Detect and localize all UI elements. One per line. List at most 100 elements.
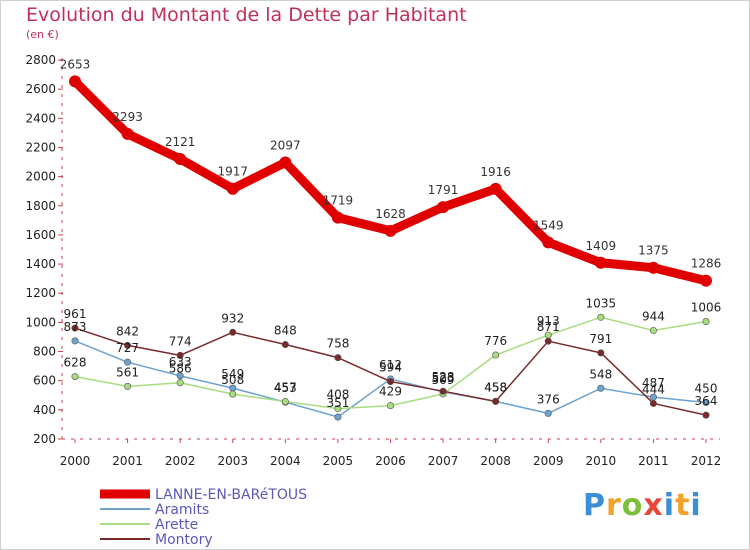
data-point: [69, 75, 81, 88]
data-point: [334, 354, 342, 362]
y-tick-label: 400: [33, 403, 56, 417]
data-point: [439, 387, 447, 395]
data-point: [542, 236, 555, 249]
data-label: 376: [537, 392, 560, 406]
data-label: 1791: [428, 183, 459, 197]
data-point: [71, 373, 79, 381]
chart-subtitle: (en €): [26, 28, 59, 41]
data-label: 351: [326, 396, 349, 410]
data-point: [649, 327, 657, 335]
data-label: 2097: [270, 138, 301, 152]
data-label: 561: [116, 365, 139, 379]
data-point: [544, 409, 552, 417]
data-point: [121, 127, 134, 140]
data-label: 1286: [691, 257, 722, 271]
data-label: 548: [589, 367, 612, 381]
data-labels: 873 727 633 549 453 351 612 523 458 376 548 487 450 6…: [60, 57, 722, 410]
y-tick-label: 200: [33, 432, 56, 446]
data-label: 487: [642, 376, 665, 390]
y-tick-label: 2800: [25, 53, 56, 67]
data-point: [544, 337, 552, 345]
y-tick-label: 1800: [25, 199, 56, 213]
data-point: [124, 358, 132, 366]
data-label: 791: [589, 332, 612, 346]
data-point: [702, 411, 710, 419]
chart-title: Evolution du Montant de la Dette par Hab…: [26, 4, 467, 26]
y-tick-label: 800: [33, 345, 56, 359]
y-tick-label: 1600: [25, 228, 56, 242]
data-label: 776: [484, 334, 507, 348]
x-tick-label: 2004: [270, 454, 301, 468]
logo-letter: t: [675, 488, 691, 523]
x-tick-label: 2010: [586, 454, 617, 468]
data-point: [597, 313, 605, 321]
proxiti-logo: Proxiti: [583, 488, 702, 523]
data-point: [176, 379, 184, 387]
x-tick-label: 2003: [217, 454, 248, 468]
data-label: 408: [326, 388, 349, 402]
data-point: [229, 328, 237, 336]
data-label: 444: [642, 382, 665, 396]
data-label: 586: [169, 362, 192, 376]
data-point: [702, 318, 710, 326]
data-point: [647, 261, 660, 274]
data-label: 961: [64, 307, 87, 321]
data-point: [71, 324, 79, 332]
data-label: 1409: [586, 239, 617, 253]
data-point: [386, 402, 394, 410]
data-point: [489, 182, 502, 195]
data-label: 458: [484, 380, 507, 394]
legend-label: Arette: [155, 517, 198, 533]
x-tick-label: 2002: [165, 454, 196, 468]
y-tick-label: 2600: [25, 82, 56, 96]
axes: 200 400 600 800 1000 1200 1400 1600 1800 2000 2200…: [25, 53, 721, 468]
data-point: [281, 398, 289, 406]
data-label: 944: [642, 310, 665, 324]
data-point: [226, 182, 239, 195]
data-point: [384, 224, 397, 237]
data-label: 457: [274, 381, 297, 395]
data-label: 528: [432, 370, 455, 384]
data-point: [124, 382, 132, 390]
data-label: 633: [169, 355, 192, 369]
data-point: [437, 201, 450, 214]
data-label: 1035: [586, 296, 617, 310]
data-label: 727: [116, 341, 139, 355]
data-label: 758: [326, 337, 349, 351]
y-tick-label: 600: [33, 374, 56, 388]
data-label: 1628: [375, 207, 406, 221]
x-tick-label: 2006: [375, 454, 406, 468]
data-point: [176, 372, 184, 380]
data-label: 2121: [165, 135, 196, 149]
data-point: [597, 384, 605, 392]
data-label: 450: [695, 382, 718, 396]
data-point: [71, 337, 79, 345]
x-tick-label: 2008: [480, 454, 511, 468]
data-point: [124, 341, 132, 349]
y-tick-label: 2200: [25, 140, 56, 154]
data-point: [281, 341, 289, 349]
data-label: 628: [64, 356, 87, 370]
data-label: 842: [116, 324, 139, 338]
data-label: 594: [379, 361, 402, 375]
data-label: 932: [221, 311, 244, 325]
data-label: 1916: [480, 165, 511, 179]
data-point: [174, 152, 187, 165]
data-label: 523: [432, 371, 455, 385]
logo-letter: o: [621, 488, 644, 523]
data-point: [334, 413, 342, 421]
data-point: [386, 378, 394, 386]
legend-label: Aramits: [155, 502, 209, 518]
data-point: [700, 274, 712, 287]
x-tick-label: 2009: [533, 454, 564, 468]
y-tick-label: 1400: [25, 257, 56, 271]
data-label: 848: [274, 324, 297, 338]
data-point: [334, 405, 342, 413]
data-point: [594, 256, 607, 269]
y-tick-label: 1000: [25, 315, 56, 329]
data-point: [492, 397, 500, 405]
data-label: 873: [64, 320, 87, 334]
data-label: 508: [221, 373, 244, 387]
